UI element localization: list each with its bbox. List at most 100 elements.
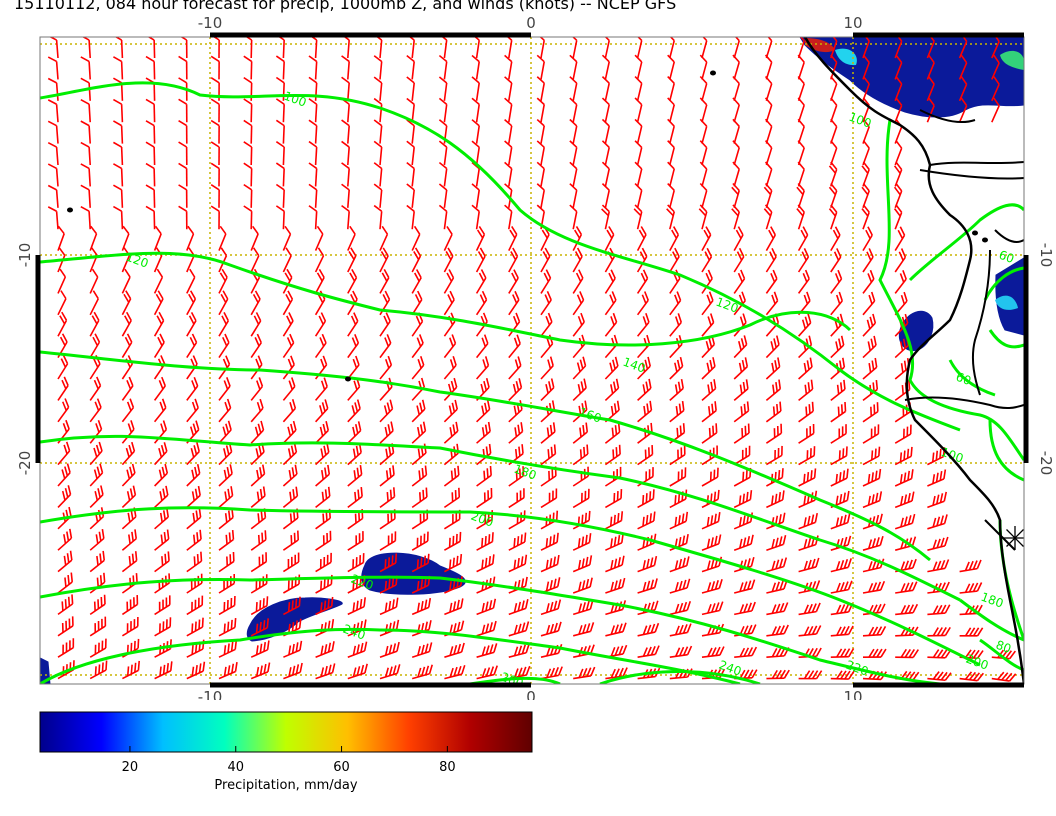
wind-barb-feather bbox=[912, 603, 919, 614]
wind-barb-feather bbox=[576, 294, 582, 304]
wind-barb-feather bbox=[291, 399, 297, 409]
wind-barb-feather bbox=[835, 341, 839, 351]
wind-barb-shaft bbox=[701, 476, 719, 487]
wind-barb-feather bbox=[741, 449, 744, 460]
wind-barb-feather bbox=[134, 529, 138, 539]
wind-barb-feather bbox=[449, 581, 452, 591]
wind-barb-feather bbox=[614, 624, 619, 634]
wind-barb-feather bbox=[936, 649, 944, 659]
wind-barb-feather bbox=[620, 489, 623, 499]
wind-barb-feather bbox=[743, 335, 748, 345]
wind-barb bbox=[373, 183, 383, 208]
wind-barb-shaft bbox=[862, 566, 881, 573]
wind-barb-feather bbox=[158, 447, 163, 458]
wind-barb-feather bbox=[588, 510, 591, 521]
wind-barb-shaft bbox=[862, 322, 876, 337]
wind-barb bbox=[89, 268, 99, 294]
wind-barb-feather bbox=[384, 667, 389, 678]
wind-barb bbox=[145, 55, 156, 80]
wind-barb-feather bbox=[709, 359, 713, 370]
wind-barb bbox=[893, 182, 903, 209]
wind-barb-feather bbox=[808, 404, 811, 414]
wind-barb-feather bbox=[415, 269, 422, 279]
wind-barb-feather bbox=[742, 471, 745, 482]
wind-barb-feather bbox=[69, 640, 71, 650]
wind-barb-shaft bbox=[250, 298, 261, 316]
wind-barb-feather bbox=[320, 312, 327, 322]
wind-barb-feather bbox=[880, 648, 887, 658]
precip-cell-green bbox=[1000, 50, 1024, 70]
wind-barb-feather bbox=[131, 531, 134, 542]
wind-barb-feather bbox=[511, 272, 517, 282]
wind-barb-feather bbox=[698, 208, 707, 217]
wind-barb-feather bbox=[161, 466, 166, 477]
wind-barb-shaft bbox=[701, 190, 708, 209]
wind-barb bbox=[540, 290, 552, 316]
wind-barb-shaft bbox=[411, 211, 415, 230]
wind-barb bbox=[667, 54, 675, 80]
wind-barb-feather bbox=[295, 664, 300, 674]
wind-barb-shaft bbox=[282, 104, 285, 123]
wind-barb-feather bbox=[388, 445, 392, 456]
wind-barb-feather bbox=[1009, 650, 1017, 660]
map-body: 1001001201201401601802002202402608060601… bbox=[40, 37, 1024, 684]
wind-barb-feather bbox=[457, 643, 462, 654]
wind-barb-feather bbox=[807, 559, 812, 570]
wind-barb-feather bbox=[747, 423, 750, 434]
wind-barb-feather bbox=[122, 225, 130, 235]
wind-barb-feather bbox=[133, 640, 136, 651]
wind-barb-feather bbox=[135, 573, 138, 583]
wind-barb-feather bbox=[424, 599, 428, 610]
wind-barb-shaft bbox=[540, 453, 556, 466]
wind-barb bbox=[763, 182, 773, 209]
wind-barb-shaft bbox=[540, 365, 554, 380]
precip-blob-center bbox=[361, 552, 466, 595]
wind-barb-feather bbox=[145, 162, 155, 170]
wind-barb-feather bbox=[651, 445, 654, 455]
wind-barb-shaft bbox=[57, 428, 70, 444]
wind-barb-feather bbox=[908, 380, 911, 390]
wind-barb bbox=[991, 97, 1000, 123]
wind-barb-feather bbox=[360, 487, 363, 497]
wind-barb bbox=[47, 206, 59, 230]
wind-barb-shaft bbox=[798, 322, 812, 337]
wind-barb bbox=[766, 557, 788, 573]
wind-barb-feather bbox=[275, 76, 285, 84]
wind-barb bbox=[57, 354, 69, 380]
wind-barb-feather bbox=[197, 597, 200, 608]
wind-barb bbox=[669, 645, 693, 658]
wind-barb bbox=[57, 376, 69, 401]
wind-barb bbox=[315, 552, 332, 573]
wind-barb-feather bbox=[189, 426, 195, 436]
wind-barb-feather bbox=[777, 357, 781, 367]
wind-barb-shaft bbox=[636, 299, 649, 316]
wind-barb-feather bbox=[455, 511, 458, 522]
wind-barb-feather bbox=[678, 403, 682, 414]
wind-barb-feather bbox=[331, 618, 335, 629]
wind-barb-feather bbox=[545, 559, 549, 570]
wind-barb-feather bbox=[835, 517, 840, 527]
wind-barb-feather bbox=[156, 315, 163, 325]
wind-barb-feather bbox=[880, 626, 887, 636]
wind-barb-shaft bbox=[347, 189, 350, 208]
wind-barb-feather bbox=[284, 272, 291, 282]
wind-barb-shaft bbox=[927, 677, 946, 682]
wind-barb-feather bbox=[844, 670, 851, 680]
wind-barb-feather bbox=[418, 470, 421, 480]
wind-barb-shaft bbox=[765, 300, 779, 316]
wind-barb-feather bbox=[739, 647, 746, 657]
wind-barb-feather bbox=[601, 208, 609, 217]
wind-barb-feather bbox=[903, 472, 907, 483]
wind-barb-feather bbox=[830, 118, 838, 128]
wind-barb-feather bbox=[569, 54, 578, 63]
wind-barb bbox=[154, 463, 169, 487]
wind-barb bbox=[89, 507, 105, 530]
wind-barb-shaft bbox=[89, 385, 102, 401]
wind-barb-feather bbox=[706, 247, 713, 258]
wind-barb bbox=[57, 441, 71, 466]
wind-barb bbox=[667, 182, 675, 208]
wind-barb-feather bbox=[189, 336, 196, 347]
wind-barb-feather bbox=[906, 448, 910, 459]
wind-barb bbox=[669, 247, 680, 273]
wind-barb-feather bbox=[373, 204, 383, 212]
